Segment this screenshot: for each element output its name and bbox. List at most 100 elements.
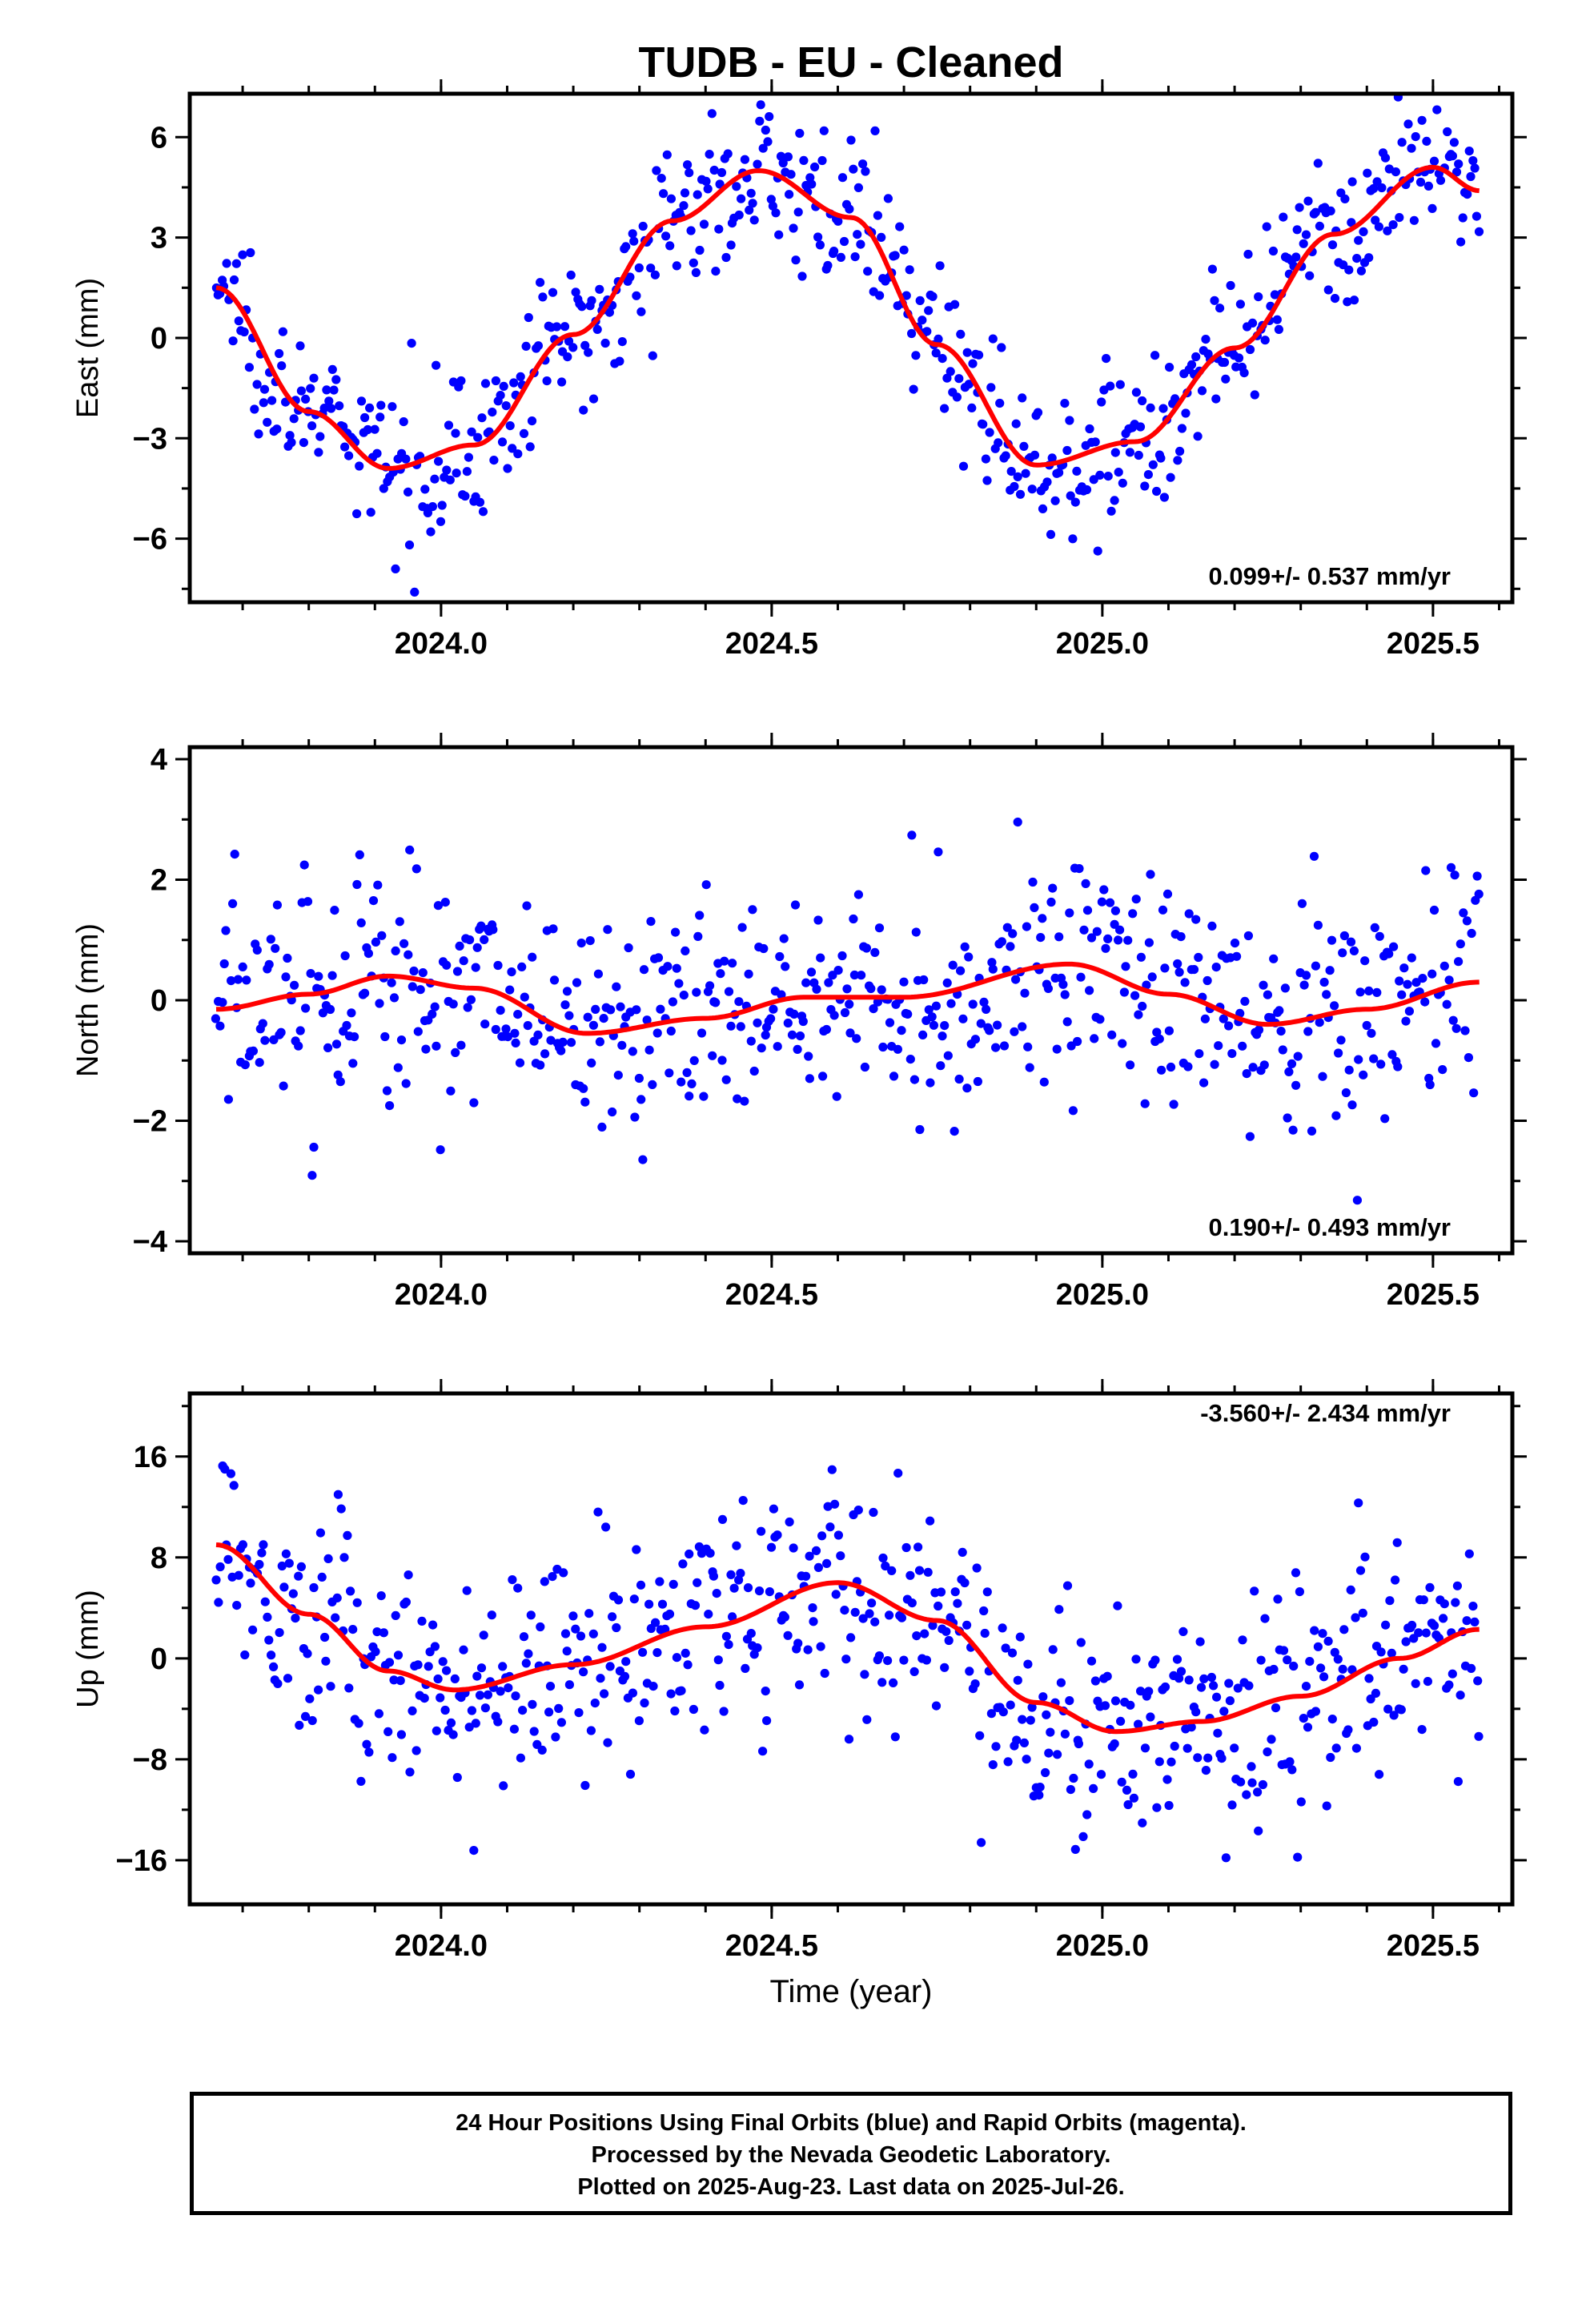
data-point (832, 1092, 841, 1101)
data-point (858, 1614, 868, 1623)
data-point (1082, 906, 1093, 915)
data-point (1429, 905, 1439, 915)
data-point (342, 1020, 351, 1031)
data-point (1201, 1766, 1211, 1775)
data-point (748, 905, 757, 915)
data-point (564, 1011, 574, 1020)
data-point (1283, 1113, 1292, 1123)
data-point (350, 1032, 359, 1042)
data-point (1267, 1735, 1276, 1744)
data-point (909, 1667, 919, 1676)
data-point (1411, 1679, 1420, 1688)
data-point (1325, 966, 1335, 975)
data-point (248, 1625, 258, 1634)
x-tick-label: 2024.0 (395, 1278, 488, 1312)
data-point (1423, 1677, 1432, 1687)
data-point (315, 1528, 325, 1538)
data-point (430, 474, 440, 484)
data-point (634, 1073, 644, 1084)
data-point (701, 176, 711, 186)
data-point (918, 1030, 928, 1039)
data-point (867, 1598, 877, 1608)
data-point (849, 970, 859, 980)
data-point (465, 935, 475, 945)
data-point (972, 1563, 982, 1573)
data-point (446, 1718, 456, 1727)
data-point (372, 1627, 382, 1637)
data-point (1060, 990, 1070, 999)
data-point (521, 341, 531, 351)
data-point (1443, 127, 1452, 137)
data-point (677, 1077, 686, 1087)
data-point (288, 1589, 298, 1598)
data-point (1254, 292, 1263, 302)
data-point (737, 923, 747, 932)
data-point (1323, 1636, 1333, 1646)
data-point (263, 1612, 272, 1622)
data-point (977, 1838, 986, 1848)
data-point (1448, 1015, 1458, 1025)
data-point (773, 1042, 782, 1051)
data-point (975, 1731, 985, 1740)
data-point (469, 1098, 479, 1108)
data-point (962, 348, 972, 357)
data-point (491, 376, 501, 386)
data-point (519, 428, 529, 439)
data-point (1399, 963, 1409, 973)
data-point (1019, 1738, 1029, 1747)
data-point (1415, 177, 1426, 187)
data-point (496, 391, 505, 400)
data-point (1355, 1566, 1366, 1575)
data-point (1189, 965, 1199, 975)
data-point (994, 438, 1003, 448)
data-point (991, 1742, 1001, 1751)
data-point (1247, 318, 1258, 328)
data-point (1385, 1596, 1395, 1606)
data-point (478, 507, 488, 517)
data-point (1339, 260, 1348, 270)
data-point (1128, 909, 1138, 919)
data-point (685, 1092, 694, 1101)
data-point (1038, 504, 1048, 514)
data-point (332, 1593, 342, 1602)
data-point (1115, 925, 1125, 935)
data-point (1012, 1735, 1022, 1745)
data-point (1399, 1664, 1408, 1674)
data-point (911, 351, 921, 360)
data-point (960, 1578, 970, 1588)
data-point (912, 1631, 921, 1641)
data-point (911, 927, 921, 937)
y-tick-label: 16 (134, 1441, 167, 1474)
data-point (1213, 1728, 1223, 1738)
data-point (1101, 943, 1110, 953)
data-point (914, 1566, 925, 1575)
data-point (255, 1058, 264, 1068)
data-point (1022, 922, 1031, 931)
data-point (1230, 939, 1240, 948)
data-point (1403, 979, 1412, 989)
data-point (219, 959, 229, 969)
data-point (1178, 1626, 1188, 1636)
data-point (593, 1507, 603, 1517)
data-point (459, 1645, 468, 1655)
data-point (817, 1531, 827, 1541)
data-point (923, 1567, 933, 1577)
data-point (746, 188, 756, 198)
data-point (665, 1609, 675, 1619)
data-point (1388, 220, 1398, 230)
data-point (956, 966, 966, 975)
data-point (401, 454, 411, 464)
data-point (1138, 1818, 1147, 1827)
data-point (537, 1745, 547, 1755)
data-point (445, 475, 455, 485)
data-point (211, 1014, 220, 1023)
data-point (442, 465, 452, 475)
data-point (1346, 937, 1356, 947)
data-point (1154, 1034, 1164, 1043)
data-point (1193, 1753, 1203, 1763)
data-point (498, 1662, 508, 1671)
data-point (712, 1589, 721, 1598)
data-point (329, 385, 339, 395)
data-point (705, 981, 715, 991)
data-point (958, 1547, 967, 1557)
